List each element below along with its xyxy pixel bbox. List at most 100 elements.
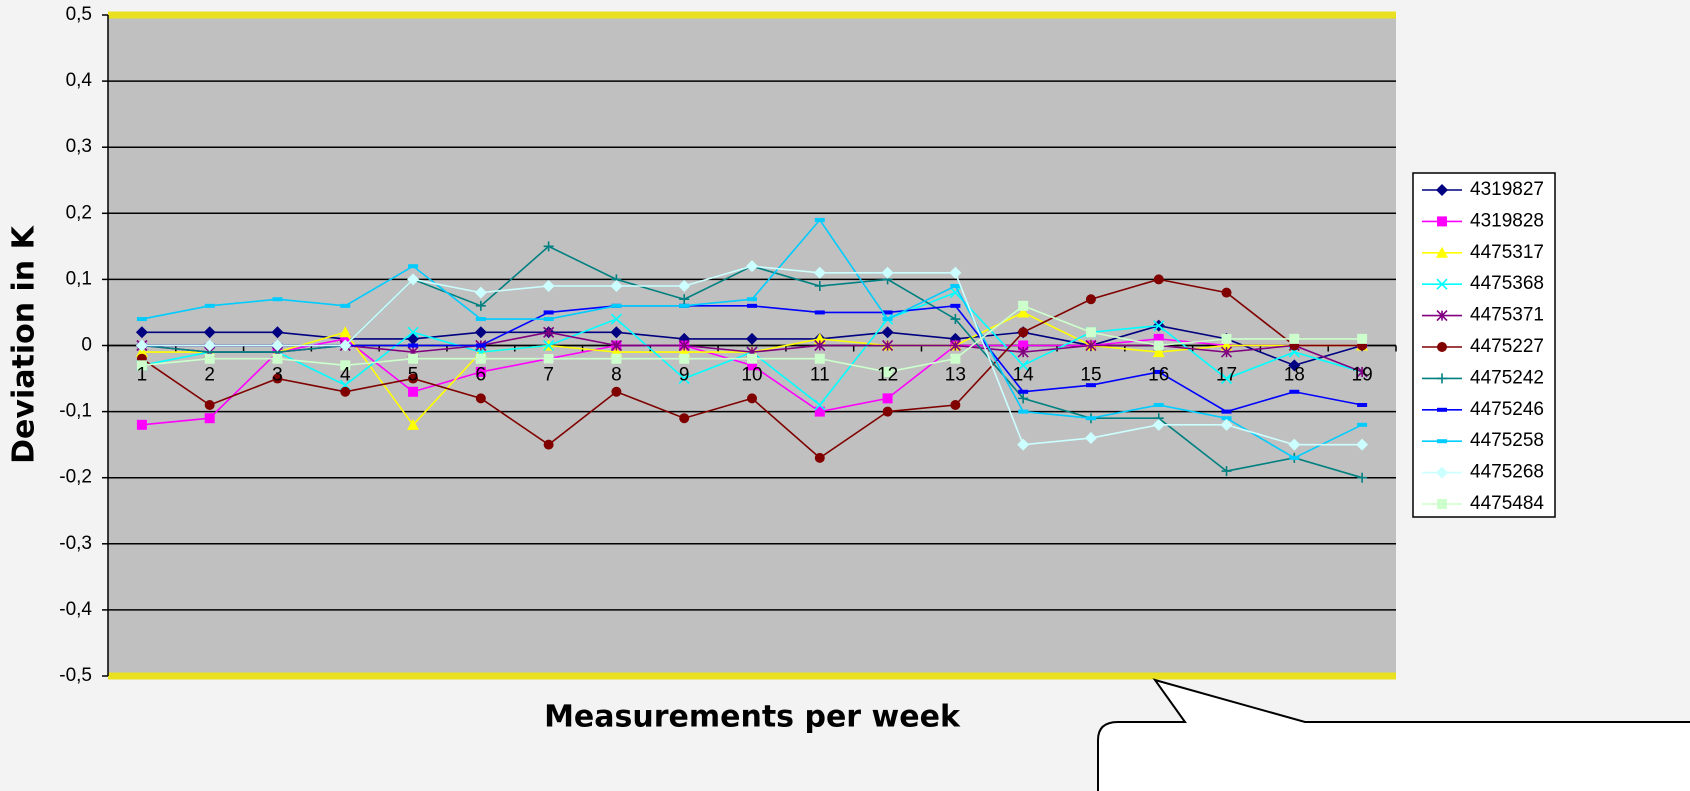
marker <box>610 280 623 293</box>
marker <box>271 326 284 339</box>
x-tick-label: 14 <box>1013 365 1035 386</box>
marker <box>543 241 554 252</box>
legend-label: 4475268 <box>1470 462 1544 483</box>
marker <box>475 343 486 348</box>
marker <box>203 339 216 352</box>
marker <box>950 314 961 325</box>
marker <box>1436 246 1448 258</box>
marker <box>272 353 283 364</box>
marker <box>475 317 486 322</box>
marker <box>1436 184 1448 196</box>
marker <box>135 326 148 339</box>
x-tick-label: 12 <box>877 365 898 386</box>
x-tick-label: 8 <box>611 365 622 386</box>
marker <box>1436 310 1448 322</box>
marker <box>813 332 826 344</box>
marker <box>1085 383 1096 388</box>
y-tick-label: -0,5 <box>59 665 92 686</box>
marker <box>1152 346 1165 358</box>
y-tick-label: -0,2 <box>59 467 92 488</box>
marker <box>882 366 893 377</box>
marker <box>135 346 148 358</box>
x-axis-title: Measurements per week <box>544 700 961 735</box>
marker <box>950 284 961 289</box>
marker <box>1085 327 1096 338</box>
marker <box>339 339 352 352</box>
marker <box>1153 369 1164 374</box>
marker <box>1018 327 1029 338</box>
x-tick-label: 17 <box>1216 365 1237 386</box>
marker <box>204 353 215 364</box>
legend-label: 4475317 <box>1470 242 1544 263</box>
x-tick-label: 11 <box>810 365 830 386</box>
marker <box>1289 455 1300 460</box>
marker <box>882 406 893 417</box>
y-tick-label: 0,4 <box>66 70 93 91</box>
marker <box>543 326 555 338</box>
legend-label: 4475368 <box>1470 273 1544 294</box>
marker <box>474 286 487 299</box>
marker <box>679 303 690 308</box>
x-tick-label: 4 <box>340 365 351 386</box>
marker <box>1356 438 1369 451</box>
marker <box>1289 333 1300 344</box>
marker <box>543 339 555 352</box>
legend-label: 4475371 <box>1470 305 1544 326</box>
marker <box>543 317 554 322</box>
x-tick-label: 10 <box>741 365 762 386</box>
x-tick-label: 5 <box>408 365 419 386</box>
marker <box>1437 342 1447 352</box>
marker <box>1437 499 1447 509</box>
marker <box>408 353 419 364</box>
marker <box>1221 466 1232 477</box>
marker <box>340 303 351 308</box>
marker <box>475 300 486 311</box>
marker <box>949 339 961 352</box>
x-tick-label: 2 <box>204 365 215 386</box>
marker <box>679 413 690 424</box>
x-tick-label: 9 <box>679 365 690 386</box>
marker <box>814 353 825 364</box>
marker <box>407 326 419 338</box>
y-tick-label: 0,1 <box>66 268 92 289</box>
marker <box>678 372 690 385</box>
marker <box>474 326 487 339</box>
legend-label: 4475242 <box>1470 367 1544 388</box>
marker <box>611 386 622 397</box>
marker <box>1436 466 1448 479</box>
marker <box>950 399 961 410</box>
marker <box>542 280 555 293</box>
marker <box>408 386 419 397</box>
marker <box>1357 422 1368 427</box>
marker <box>747 297 757 302</box>
marker <box>1017 346 1029 358</box>
marker <box>408 264 419 269</box>
marker <box>610 313 622 325</box>
marker <box>1221 416 1232 421</box>
legend-label: 4475227 <box>1470 336 1544 357</box>
marker <box>543 353 554 364</box>
marker <box>407 418 420 430</box>
marker <box>882 339 894 352</box>
marker <box>1153 274 1164 285</box>
marker <box>339 326 352 338</box>
marker <box>475 366 486 377</box>
marker <box>814 399 826 411</box>
marker <box>1220 372 1233 385</box>
marker <box>747 353 757 364</box>
marker <box>1018 300 1029 311</box>
legend-label: 4475258 <box>1470 430 1544 451</box>
marker <box>1221 287 1232 298</box>
marker <box>203 326 216 339</box>
marker <box>610 339 622 352</box>
marker <box>1017 359 1029 371</box>
callout <box>1097 678 1690 791</box>
marker <box>679 353 690 364</box>
marker <box>407 273 420 286</box>
marker <box>814 406 825 417</box>
marker <box>1436 278 1448 290</box>
marker <box>814 339 826 352</box>
marker <box>1357 472 1368 483</box>
marker <box>746 260 758 273</box>
